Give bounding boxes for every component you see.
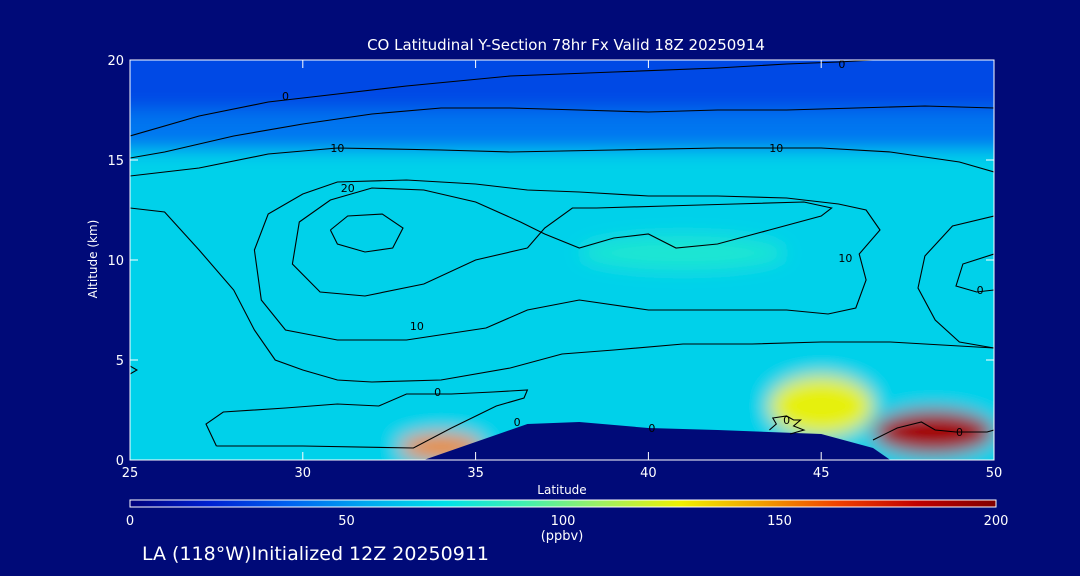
contour-labels: 0 0 10 10 20 10 10 0 0 0 0 0 0 — [282, 58, 984, 439]
contour-label-12: 0 — [956, 426, 963, 439]
contour-label-0: 0 — [282, 90, 289, 103]
x-tick-label: 45 — [813, 466, 830, 481]
y-axis: 0 5 10 15 20 — [107, 54, 994, 469]
x-tick-label: 50 — [986, 466, 1003, 481]
colorbar-ticks: 0 50 100 150 200 — [126, 514, 1009, 529]
contour-label-8: 0 — [434, 386, 441, 399]
terrain — [423, 422, 891, 460]
x-tick-label: 40 — [640, 466, 657, 481]
plot-area: 0 0 10 10 20 10 10 0 0 0 0 0 0 — [130, 58, 994, 460]
colorbar-unit: (ppbv) — [541, 529, 584, 544]
contour-line-7 — [917, 215, 994, 349]
contour-line-9 — [205, 389, 529, 449]
colorbar-tick-label: 100 — [551, 514, 576, 529]
contour-label-4: 20 — [341, 182, 355, 195]
contour-line-4 — [253, 179, 881, 341]
y-tick-label: 15 — [107, 154, 124, 169]
x-tick-label: 35 — [467, 466, 484, 481]
init-label: Initialized 12Z 20250911 — [251, 543, 489, 565]
contour-label-7: 0 — [977, 284, 984, 297]
contour-line-8 — [955, 253, 994, 293]
colorbar — [129, 499, 997, 508]
y-axis-label: Altitude (km) — [86, 220, 100, 299]
contour-label-2: 10 — [330, 142, 344, 155]
field-surface-plume-49n — [873, 410, 994, 454]
x-tick-label: 30 — [295, 466, 312, 481]
contour-line-6 — [329, 213, 404, 253]
contour-label-11: 0 — [783, 414, 790, 427]
contour-line-12 — [130, 365, 138, 375]
field-surface-plume-45n — [769, 376, 874, 436]
contour-label-6: 10 — [838, 252, 852, 265]
contour-line-11 — [872, 421, 994, 441]
field-lower-stratosphere — [130, 110, 994, 150]
x-tick-label: 25 — [122, 466, 139, 481]
contour-line-10 — [769, 415, 806, 435]
contour-label-1: 0 — [838, 58, 845, 71]
contour-label-9: 0 — [514, 416, 521, 429]
location-label: LA (118°W) — [142, 543, 252, 565]
contour-line-3 — [130, 207, 994, 383]
contour-label-3: 10 — [769, 142, 783, 155]
contour-line-1 — [130, 105, 994, 159]
y-tick-label: 10 — [107, 254, 124, 269]
footer-caption: LA (118°W)Initialized 12Z 20250911 — [142, 543, 489, 565]
co-concentration-field — [130, 60, 994, 460]
contour-line-5 — [291, 187, 833, 297]
y-tick-label: 20 — [107, 54, 124, 69]
x-axis-label: Latitude — [537, 483, 586, 497]
contour-line-2 — [130, 147, 994, 177]
contour-line-0 — [130, 60, 874, 137]
terrain-mask — [423, 422, 891, 460]
contour-lines — [130, 60, 994, 449]
colorbar-tick-label: 150 — [767, 514, 792, 529]
x-axis: 25 30 35 40 45 50 — [122, 60, 1003, 481]
contour-label-5: 10 — [410, 320, 424, 333]
field-upper-stratosphere — [130, 60, 994, 110]
field-mid-level-plume — [579, 236, 787, 270]
chart-title: CO Latitudinal Y-Section 78hr Fx Valid 1… — [367, 36, 765, 54]
y-tick-label: 5 — [116, 354, 124, 369]
y-tick-label: 0 — [116, 454, 124, 469]
colorbar-tick-label: 50 — [338, 514, 355, 529]
colorbar-tick-label: 0 — [126, 514, 134, 529]
contour-label-10: 0 — [648, 422, 655, 435]
colorbar-tick-label: 200 — [984, 514, 1009, 529]
